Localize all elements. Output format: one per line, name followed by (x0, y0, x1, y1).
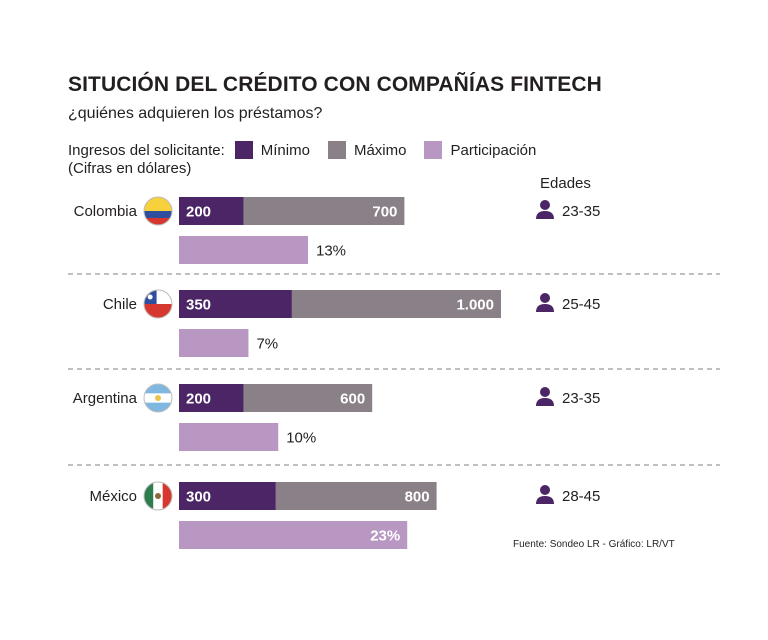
person-icon (540, 485, 550, 495)
bar-label-participacion-argentina: 10% (286, 430, 316, 447)
bar-participacion-argentina (179, 423, 279, 451)
ages-header: Edades (540, 175, 591, 192)
legend-label-maximo: Máximo (353, 141, 407, 159)
country-label-argentina: Argentina (73, 390, 138, 407)
bar-minimo-chile (179, 290, 292, 318)
chart-subtitle: ¿quiénes adquieren los préstamos? (68, 105, 323, 122)
person-icon-body (536, 398, 554, 406)
bar-label-maximo-mexico: 800 (405, 489, 430, 506)
legend-note: (Cifras en dólares) (68, 160, 192, 177)
bar-label-participacion-chile: 7% (256, 336, 278, 353)
country-label-chile: Chile (103, 296, 137, 313)
age-range-chile: 25-45 (562, 296, 600, 313)
legend-swatch-maximo (327, 141, 346, 159)
person-icon (540, 200, 550, 210)
person-icon-body (536, 496, 554, 504)
legend-label-minimo: Mínimo (260, 141, 310, 159)
legend-item-minimo: Mínimo (234, 141, 310, 159)
bar-label-minimo-mexico: 300 (186, 489, 211, 506)
country-label-mexico: México (89, 488, 137, 505)
chart-title: SITUCIÓN DEL CRÉDITO CON COMPAÑÍAS FINTE… (68, 73, 602, 96)
bar-label-maximo-colombia: 700 (372, 204, 397, 221)
person-icon-body (536, 304, 554, 312)
legend-item-participacion: Participación (424, 141, 536, 159)
bar-label-maximo-chile: 1.000 (456, 297, 494, 314)
source-footer: Fuente: Sondeo LR - Gráfico: LR/VT (513, 539, 675, 550)
legend-swatch-minimo (234, 141, 253, 159)
person-icon (540, 387, 550, 397)
legend: Ingresos del solicitante: Mínimo Máximo … (68, 141, 554, 159)
bar-label-participacion-mexico: 23% (370, 528, 400, 545)
age-range-mexico: 28-45 (562, 488, 600, 505)
bar-label-minimo-colombia: 200 (186, 204, 211, 221)
bar-minimo-mexico (179, 482, 276, 510)
bar-label-maximo-argentina: 600 (340, 391, 365, 408)
argentina-flag-ring (143, 383, 173, 413)
person-icon (540, 293, 550, 303)
legend-swatch-participacion (424, 141, 443, 159)
colombia-flag-icon (144, 197, 172, 225)
bar-label-minimo-argentina: 200 (186, 391, 211, 408)
chile-flag-ring (143, 289, 173, 319)
bar-label-participacion-colombia: 13% (316, 243, 346, 260)
legend-item-maximo: Máximo (327, 141, 407, 159)
bar-participacion-colombia (179, 236, 308, 264)
country-label-colombia: Colombia (74, 203, 138, 220)
colombia-flag-ring (143, 196, 173, 226)
bar-participacion-mexico (179, 521, 408, 549)
mexico-flag-ring (143, 481, 173, 511)
argentina-flag-icon (144, 384, 172, 412)
legend-lead: Ingresos del solicitante: (68, 141, 225, 159)
bar-participacion-chile (179, 329, 249, 357)
bar-minimo-colombia (179, 197, 244, 225)
bar-minimo-argentina (179, 384, 244, 412)
bar-label-minimo-chile: 350 (186, 297, 211, 314)
age-range-colombia: 23-35 (562, 203, 600, 220)
person-icon-body (536, 211, 554, 219)
legend-label-participacion: Participación (450, 141, 537, 159)
mexico-flag-icon (144, 482, 172, 510)
age-range-argentina: 23-35 (562, 390, 600, 407)
